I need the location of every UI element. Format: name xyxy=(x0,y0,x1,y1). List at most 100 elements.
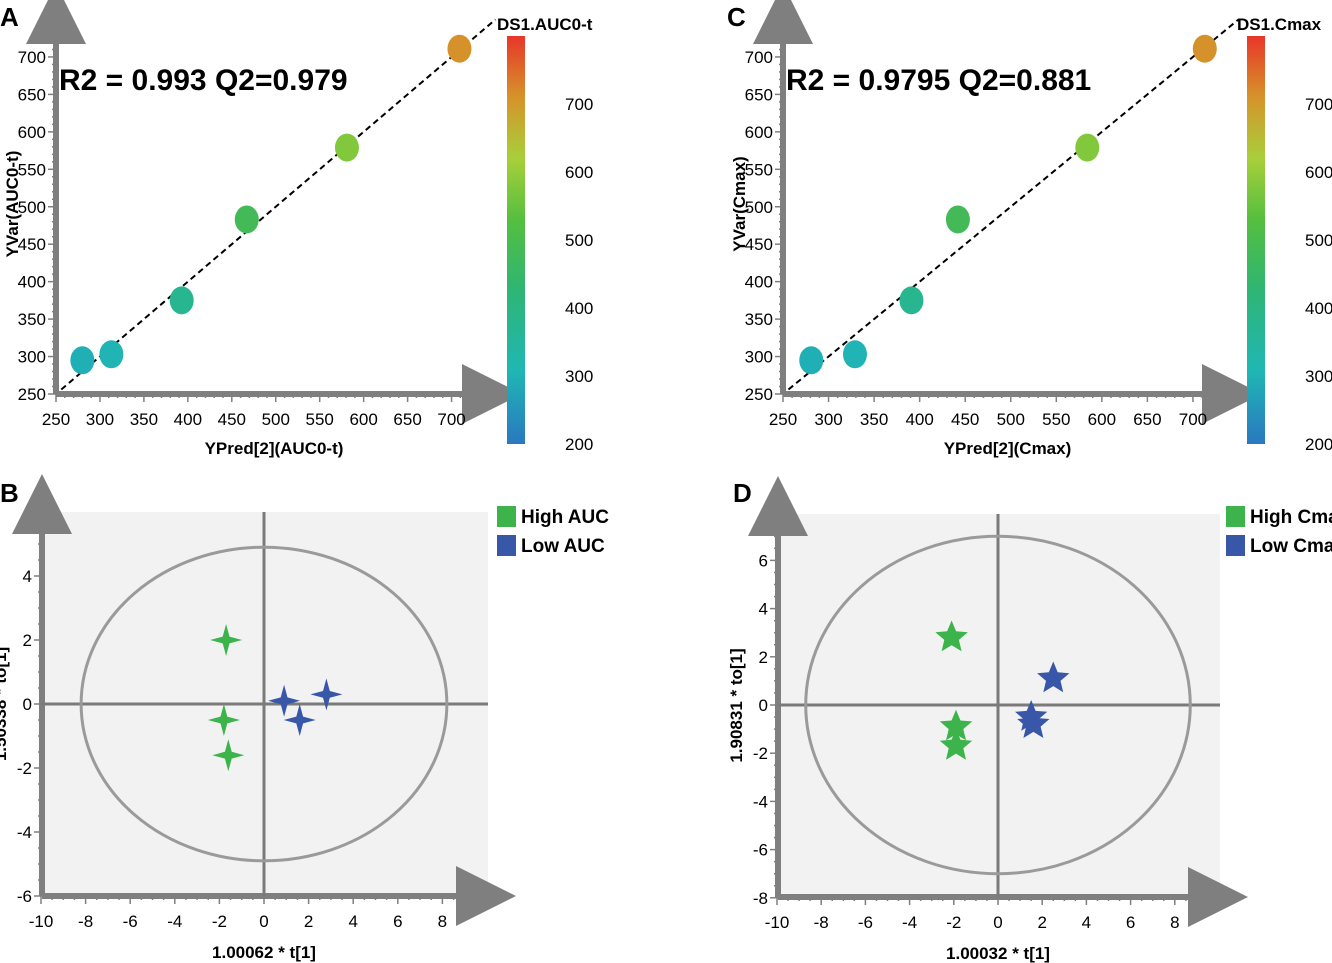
y-tick-label: 550 xyxy=(18,160,46,179)
data-point xyxy=(939,729,973,760)
x-tick-label: 600 xyxy=(1088,410,1116,429)
data-point xyxy=(334,133,359,162)
x-tick-label: -8 xyxy=(814,913,829,932)
colorbar-title: DS1.Cmax xyxy=(1237,15,1322,34)
x-tick-label: 700 xyxy=(437,410,465,429)
y-tick-label: -4 xyxy=(17,823,32,842)
x-tick-label: 400 xyxy=(174,410,202,429)
colorbar-title: DS1.AUC0-t xyxy=(497,15,593,34)
data-point xyxy=(945,205,970,234)
legend-swatch xyxy=(497,506,516,527)
x-tick-label: 250 xyxy=(42,410,70,429)
colorbar-tick-label: 700 xyxy=(1305,95,1332,114)
panel-letter: C xyxy=(727,2,746,32)
data-point xyxy=(447,34,472,63)
y-tick-label: 450 xyxy=(18,235,46,254)
y-tick-label: 6 xyxy=(759,551,768,570)
y-tick-label: 700 xyxy=(18,48,46,67)
y-tick-label: 250 xyxy=(745,385,773,404)
colorbar-tick-label: 300 xyxy=(1305,367,1332,386)
panel-b: B -6 -4 -2 0 2 4 -10 -8 -6 -4 -2 0 2 4 6 8 1.00062 * t[1]… xyxy=(0,474,609,962)
confidence-ellipse xyxy=(804,534,1192,876)
x-tick-label: 500 xyxy=(262,410,290,429)
x-axis-label: 1.00062 * t[1] xyxy=(212,943,316,962)
data-point xyxy=(268,684,301,717)
colorbar xyxy=(1247,36,1265,444)
regression-line xyxy=(787,18,1240,391)
y-tick-label: 2 xyxy=(759,648,768,667)
x-axis-label: YPred[2](AUC0-t) xyxy=(205,439,344,458)
x-tick-label: 6 xyxy=(393,912,402,931)
x-tick-label: -10 xyxy=(29,912,54,931)
x-tick-label: -6 xyxy=(123,912,138,931)
x-tick-label: 2 xyxy=(1037,913,1046,932)
colorbar-tick-label: 500 xyxy=(565,231,593,250)
y-tick-label: -2 xyxy=(17,759,32,778)
data-point xyxy=(207,704,240,736)
x-tick-label: 8 xyxy=(1170,913,1179,932)
x-tick-label: 300 xyxy=(814,410,842,429)
panel-letter: A xyxy=(0,2,19,32)
data-point xyxy=(799,346,824,375)
x-tick-label: 650 xyxy=(393,410,421,429)
panel-d: D -8 -6 -4 -2 0 2 4 6 -10 -8 -6 -4 -2 0 2 4 6 8 1.00032 * t… xyxy=(727,476,1332,963)
y-tick-label: 700 xyxy=(745,48,773,67)
x-tick-label: 4 xyxy=(1082,913,1091,932)
y-tick-label: 0 xyxy=(23,695,32,714)
data-point xyxy=(70,346,95,375)
legend-swatch xyxy=(1226,535,1245,556)
data-point xyxy=(939,709,973,741)
y-tick-label: 600 xyxy=(745,123,773,142)
y-tick-label: 400 xyxy=(745,273,773,292)
x-tick-label: -4 xyxy=(902,913,917,932)
data-point xyxy=(99,340,124,369)
colorbar xyxy=(507,36,525,444)
colorbar-tick-label: 200 xyxy=(1305,435,1332,454)
x-tick-label: 250 xyxy=(769,410,797,429)
colorbar-tick-label: 600 xyxy=(1305,163,1332,182)
legend-label: Low AUC xyxy=(521,536,605,557)
colorbar-tick-label: 700 xyxy=(565,95,593,114)
data-point xyxy=(842,340,867,369)
colorbar-tick-label: 500 xyxy=(1305,231,1332,250)
y-tick-label: -6 xyxy=(17,887,32,906)
data-point xyxy=(899,286,924,315)
y-tick-label: 650 xyxy=(18,85,46,104)
colorbar-tick-label: 600 xyxy=(565,163,593,182)
x-tick-label: 600 xyxy=(349,410,377,429)
y-tick-label: 400 xyxy=(18,273,46,292)
x-tick-label: -6 xyxy=(858,913,873,932)
panel-c: C 250 300 350 400 450 500 550 600 650 700 250 300 350… xyxy=(727,0,1332,458)
panel-a: A 250 300 350 400 450 500 550 600 650 700 250 300 350… xyxy=(0,0,593,458)
x-tick-label: 550 xyxy=(1042,410,1070,429)
y-tick-label: 600 xyxy=(18,123,46,142)
data-point xyxy=(169,286,194,315)
x-tick-label: 8 xyxy=(438,912,447,931)
stats-annotation: R2 = 0.993 Q2=0.979 xyxy=(59,64,348,97)
x-tick-label: 350 xyxy=(130,410,158,429)
y-tick-label: 500 xyxy=(18,198,46,217)
y-tick-label: 4 xyxy=(23,567,32,586)
y-tick-label: 0 xyxy=(759,696,768,715)
y-tick-label: 350 xyxy=(745,310,773,329)
data-point xyxy=(212,739,245,772)
y-tick-label: 450 xyxy=(745,235,773,254)
x-tick-label: 450 xyxy=(951,410,979,429)
y-tick-label: 650 xyxy=(745,85,773,104)
x-tick-label: -4 xyxy=(167,912,182,931)
colorbar-tick-label: 400 xyxy=(565,299,593,318)
stats-annotation: R2 = 0.9795 Q2=0.881 xyxy=(786,64,1091,97)
x-tick-label: -2 xyxy=(946,913,961,932)
colorbar-tick-label: 200 xyxy=(565,435,593,454)
x-tick-label: -10 xyxy=(765,913,790,932)
data-point xyxy=(1017,707,1050,738)
data-point xyxy=(1192,34,1217,63)
y-axis-label: YVar(AUC0-t) xyxy=(3,151,22,258)
regression-line xyxy=(60,18,497,391)
legend-label: High AUC xyxy=(521,507,609,528)
x-tick-label: 0 xyxy=(993,913,1002,932)
legend-label: Low Cmax xyxy=(1250,536,1332,557)
y-tick-label: -8 xyxy=(753,889,768,908)
x-tick-label: -8 xyxy=(78,912,93,931)
